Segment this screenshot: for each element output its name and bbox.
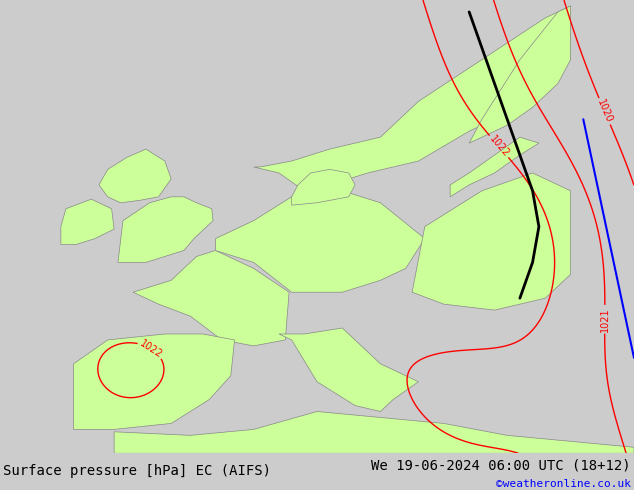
Polygon shape — [118, 197, 213, 263]
Polygon shape — [292, 170, 355, 205]
Polygon shape — [133, 250, 289, 346]
Polygon shape — [114, 412, 634, 453]
Polygon shape — [99, 149, 171, 203]
Polygon shape — [469, 6, 571, 143]
Text: We 19-06-2024 06:00 UTC (18+12): We 19-06-2024 06:00 UTC (18+12) — [371, 459, 631, 472]
Text: 1022: 1022 — [138, 338, 164, 360]
Text: 1020: 1020 — [595, 98, 614, 124]
Polygon shape — [279, 328, 418, 412]
Polygon shape — [61, 199, 114, 245]
Polygon shape — [216, 191, 425, 292]
Text: ©weatheronline.co.uk: ©weatheronline.co.uk — [496, 479, 631, 489]
Text: 1022: 1022 — [487, 134, 511, 159]
Text: 1021: 1021 — [600, 307, 610, 332]
Polygon shape — [450, 137, 539, 197]
Polygon shape — [412, 173, 571, 310]
Polygon shape — [74, 334, 235, 429]
Polygon shape — [254, 6, 571, 191]
Text: Surface pressure [hPa] EC (AIFS): Surface pressure [hPa] EC (AIFS) — [3, 465, 271, 478]
